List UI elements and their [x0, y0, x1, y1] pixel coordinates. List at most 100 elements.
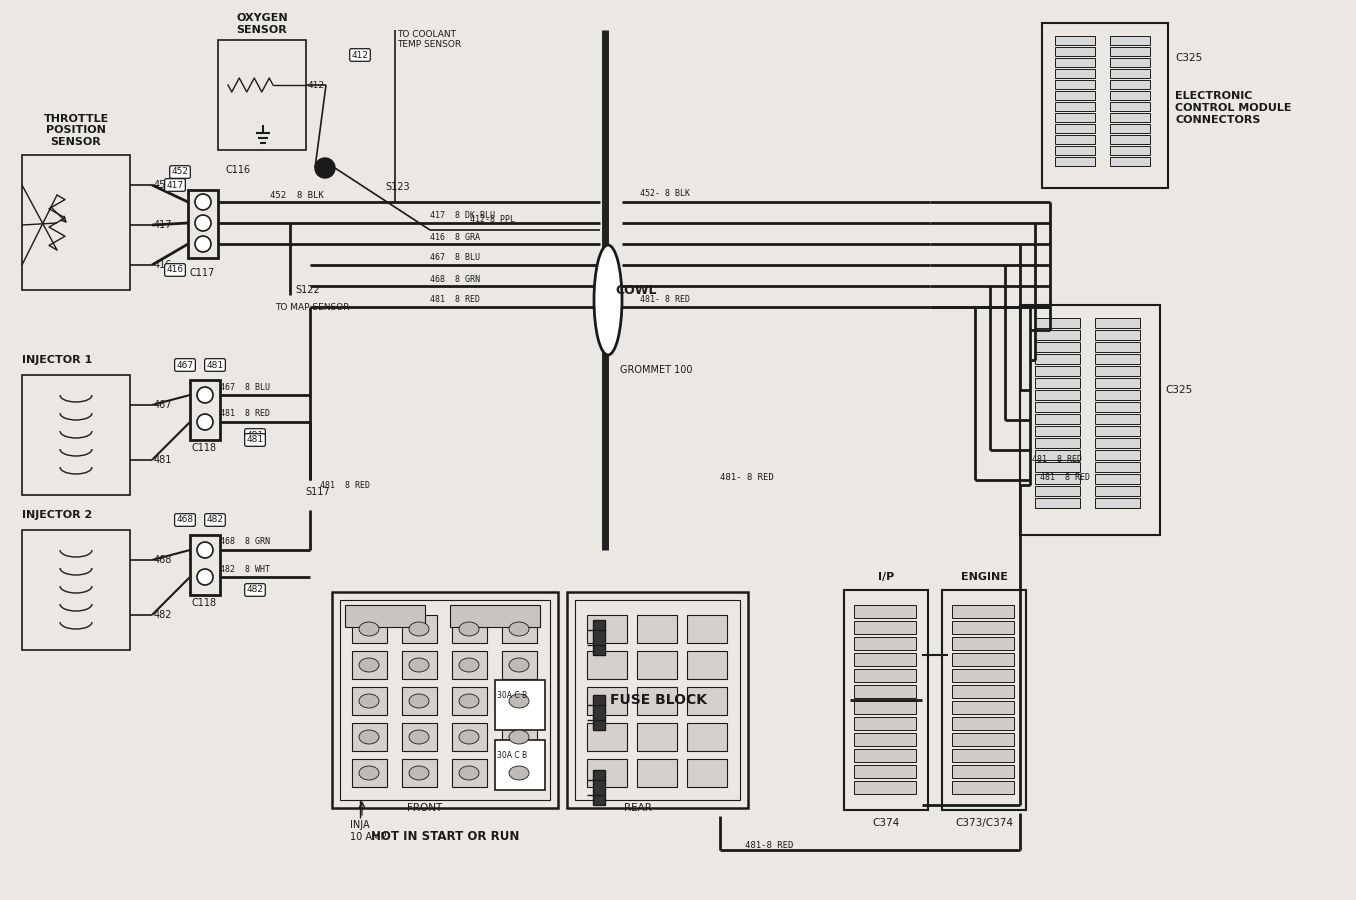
Bar	[1111, 80, 1150, 89]
Bar	[587, 759, 626, 787]
Text: C374: C374	[872, 818, 899, 828]
Text: 30A C B: 30A C B	[498, 751, 527, 760]
Bar	[502, 723, 537, 751]
Bar	[1111, 36, 1150, 45]
Bar	[353, 687, 386, 715]
Bar	[1035, 414, 1079, 424]
Ellipse shape	[508, 766, 529, 780]
Ellipse shape	[410, 694, 428, 708]
Bar	[637, 615, 677, 643]
Bar	[1096, 426, 1140, 436]
Bar	[340, 600, 551, 800]
Text: C325: C325	[1176, 53, 1203, 63]
Bar	[1111, 146, 1150, 155]
Bar	[1096, 450, 1140, 460]
Bar	[687, 651, 727, 679]
Bar	[1055, 69, 1096, 78]
Text: 482: 482	[247, 586, 263, 595]
Bar	[353, 723, 386, 751]
Bar	[942, 590, 1026, 810]
Circle shape	[197, 542, 213, 558]
Text: 482  8 WHT: 482 8 WHT	[220, 564, 270, 573]
Bar	[1096, 486, 1140, 496]
Text: S117: S117	[305, 487, 330, 497]
Text: FUSE BLOCK: FUSE BLOCK	[610, 693, 706, 707]
Ellipse shape	[594, 245, 622, 355]
Bar	[952, 765, 1014, 778]
Circle shape	[197, 387, 213, 403]
Bar	[952, 605, 1014, 618]
Text: C325: C325	[1165, 385, 1192, 395]
Ellipse shape	[359, 730, 378, 744]
Text: 468  8 GRN: 468 8 GRN	[430, 274, 480, 284]
Bar	[1035, 354, 1079, 364]
Text: 481: 481	[155, 455, 172, 465]
Bar	[1055, 58, 1096, 67]
Bar	[190, 535, 220, 595]
Bar	[1035, 318, 1079, 328]
Bar	[190, 380, 220, 440]
Ellipse shape	[458, 622, 479, 636]
Bar	[854, 733, 917, 746]
Bar	[1035, 342, 1079, 352]
Text: OXYGEN
SENSOR: OXYGEN SENSOR	[236, 14, 287, 35]
Circle shape	[197, 569, 213, 585]
Text: 481  8 RED: 481 8 RED	[430, 295, 480, 304]
Text: 481  8 RED: 481 8 RED	[220, 410, 270, 418]
Bar	[1035, 366, 1079, 376]
Bar	[1096, 462, 1140, 472]
Bar	[1111, 157, 1150, 166]
Text: 416: 416	[155, 260, 172, 270]
Bar	[1035, 426, 1079, 436]
Bar	[495, 740, 545, 790]
Text: I/P: I/P	[877, 572, 894, 582]
Bar	[1096, 474, 1140, 484]
Bar	[952, 621, 1014, 634]
Text: 417: 417	[167, 181, 183, 190]
Bar	[1055, 146, 1096, 155]
Text: 468: 468	[155, 555, 172, 565]
Bar	[593, 620, 605, 655]
Bar	[502, 687, 537, 715]
Text: 481-8 RED: 481-8 RED	[744, 841, 793, 850]
Bar	[587, 615, 626, 643]
Text: 467: 467	[176, 361, 194, 370]
Bar	[1055, 91, 1096, 100]
Bar	[587, 723, 626, 751]
Ellipse shape	[410, 622, 428, 636]
Text: 482: 482	[206, 516, 224, 525]
Bar	[495, 680, 545, 730]
Bar	[1035, 378, 1079, 388]
Bar	[854, 717, 917, 730]
Bar	[1055, 113, 1096, 122]
Bar	[452, 723, 487, 751]
Text: 30A C B: 30A C B	[498, 690, 527, 699]
Bar	[1111, 91, 1150, 100]
Bar	[1035, 402, 1079, 412]
Ellipse shape	[458, 694, 479, 708]
Bar	[854, 685, 917, 698]
Bar	[1111, 113, 1150, 122]
Ellipse shape	[458, 766, 479, 780]
Text: 417: 417	[155, 220, 172, 230]
Ellipse shape	[359, 694, 378, 708]
Bar	[452, 651, 487, 679]
Bar	[502, 615, 537, 643]
Text: INJA
10 AMP: INJA 10 AMP	[350, 820, 386, 842]
Bar	[1111, 124, 1150, 133]
Circle shape	[195, 215, 212, 231]
Bar	[854, 781, 917, 794]
Text: C373/C374: C373/C374	[955, 818, 1013, 828]
Bar	[952, 637, 1014, 650]
Ellipse shape	[508, 622, 529, 636]
Text: INJECTOR 1: INJECTOR 1	[22, 355, 92, 365]
Bar	[502, 651, 537, 679]
Ellipse shape	[410, 658, 428, 672]
Bar	[1035, 474, 1079, 484]
Text: 481  8 RED: 481 8 RED	[1040, 472, 1090, 482]
Circle shape	[197, 414, 213, 430]
Text: 481: 481	[247, 436, 263, 445]
Ellipse shape	[410, 766, 428, 780]
Text: 481: 481	[247, 430, 263, 439]
Bar	[854, 637, 917, 650]
